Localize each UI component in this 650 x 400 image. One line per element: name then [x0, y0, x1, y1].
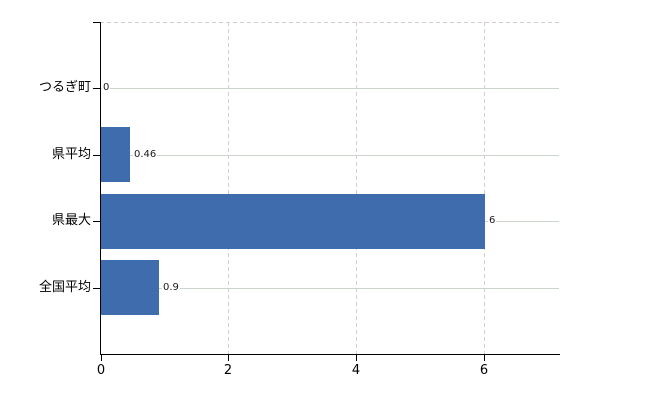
value-label: 0	[102, 81, 111, 95]
x-tick	[228, 355, 229, 361]
x-axis-line	[100, 354, 560, 355]
value-label: 0.46	[133, 148, 158, 162]
bar-全国平均	[101, 260, 159, 315]
category-label: 全国平均	[38, 280, 91, 295]
x-tick	[356, 355, 357, 361]
v-gridline	[228, 22, 229, 354]
y-axis-top-tick	[93, 22, 100, 23]
x-tick-label: 6	[479, 363, 489, 378]
x-tick	[101, 355, 102, 361]
plot-top-border	[100, 22, 559, 23]
bar-県平均	[101, 127, 130, 182]
h-gridline	[101, 88, 559, 89]
y-tick	[93, 88, 100, 89]
x-tick-label: 0	[96, 363, 106, 378]
y-tick	[93, 221, 100, 222]
y-axis-line	[100, 22, 101, 355]
value-label: 0.9	[162, 281, 180, 295]
bar-県最大	[101, 194, 485, 249]
x-tick	[484, 355, 485, 361]
category-label: つるぎ町	[38, 80, 91, 95]
value-label: 6	[488, 214, 497, 228]
h-gridline	[101, 155, 559, 156]
x-tick-label: 2	[223, 363, 233, 378]
x-tick-label: 4	[351, 363, 361, 378]
v-gridline	[484, 22, 485, 354]
y-tick	[93, 288, 100, 289]
category-label: 県平均	[51, 147, 91, 162]
category-label: 県最大	[51, 213, 91, 228]
v-gridline	[356, 22, 357, 354]
y-tick	[93, 155, 100, 156]
h-gridline	[101, 288, 559, 289]
